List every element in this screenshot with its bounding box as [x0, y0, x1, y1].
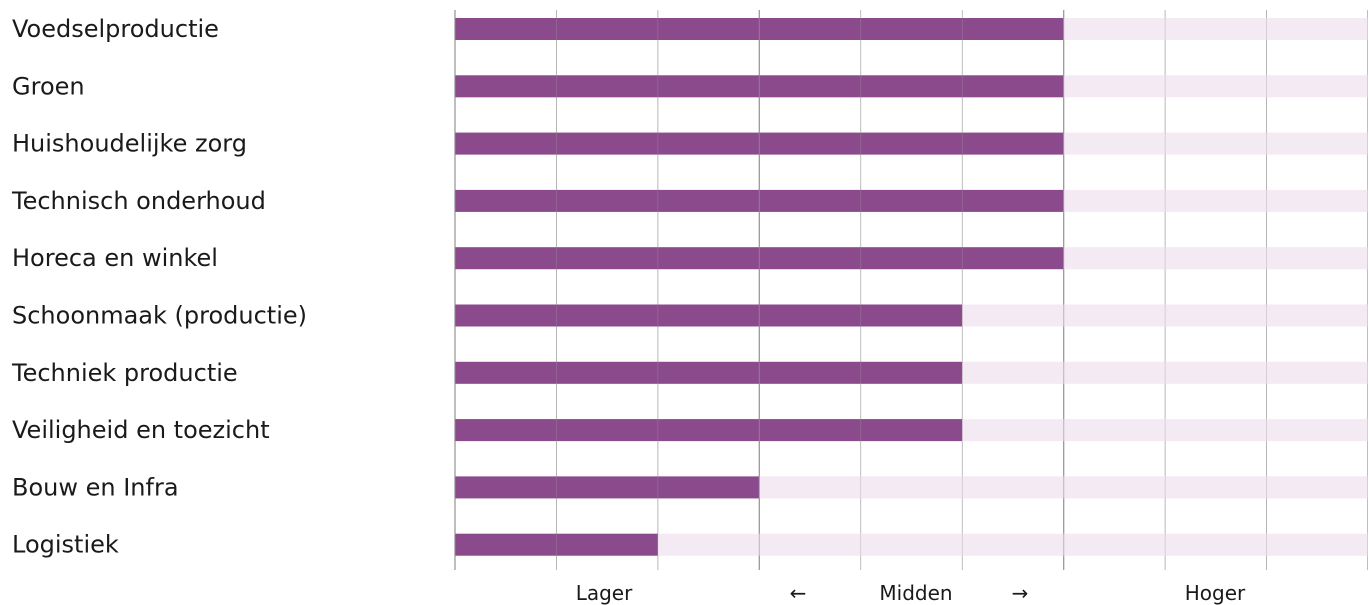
bar: [455, 361, 963, 384]
bar: [455, 419, 963, 442]
category-label: Techniek productie: [11, 359, 238, 387]
arrow-left-icon: ←: [790, 581, 807, 605]
bar-track: [455, 533, 1368, 556]
category-label: Schoonmaak (productie): [12, 302, 307, 330]
category-labels: Voedselproductie Groen Huishoudelijke zorg…: [11, 15, 307, 559]
category-label: Voedselproductie: [12, 15, 219, 43]
arrow-right-icon: →: [1012, 581, 1029, 605]
axis-label-midden: Midden: [879, 581, 952, 605]
category-label: Groen: [12, 72, 85, 100]
category-label: Huishoudelijke zorg: [12, 130, 247, 158]
track-layer: [455, 18, 1368, 556]
bar: [455, 304, 963, 327]
axis-label-hoger: Hoger: [1185, 581, 1246, 605]
category-label: Logistiek: [12, 531, 119, 559]
category-label: Bouw en Infra: [12, 473, 179, 501]
gridline-overlay: [454, 10, 1368, 570]
bar: [455, 476, 760, 499]
category-label: Technisch onderhoud: [11, 187, 266, 215]
category-label: Horeca en winkel: [12, 244, 218, 272]
category-label: Veiligheid en toezicht: [12, 416, 270, 444]
axis-label-lager: Lager: [576, 581, 633, 605]
x-axis-labels: Lager ← Midden → Hoger: [576, 581, 1246, 605]
